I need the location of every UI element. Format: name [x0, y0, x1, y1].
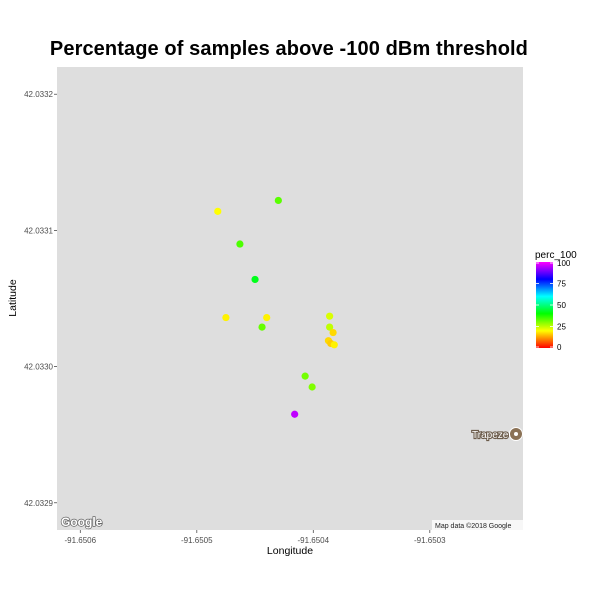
- map-attribution: Map data ©2018 Google: [435, 522, 511, 530]
- x-tick-label: -91.6506: [65, 536, 97, 545]
- attribution-box: [432, 520, 523, 530]
- place-label: Trapeze: [472, 430, 509, 441]
- legend-colorbar: [536, 262, 553, 348]
- data-point: [258, 323, 266, 331]
- x-tick-label: -91.6505: [181, 536, 213, 545]
- legend-tick-label: 25: [557, 323, 566, 332]
- y-tick-label: 42.0331: [24, 226, 53, 235]
- data-point: [291, 410, 299, 418]
- x-axis: -91.6506 -91.6505 -91.6504 -91.6503: [65, 530, 446, 545]
- data-point: [274, 196, 282, 205]
- y-tick-label: 42.0329: [24, 499, 53, 508]
- data-point: [330, 341, 338, 349]
- data-point: [222, 313, 230, 322]
- place-pin-dot: [514, 432, 518, 436]
- data-point: [326, 312, 334, 320]
- data-point: [301, 372, 309, 380]
- y-tick-label: 42.0332: [24, 90, 53, 99]
- legend-tick-label: 75: [557, 280, 566, 289]
- data-point: [236, 240, 244, 248]
- data-point: [263, 313, 271, 322]
- chart-title: Percentage of samples above -100 dBm thr…: [49, 38, 528, 60]
- data-point: [308, 383, 316, 391]
- y-axis-title: Latitude: [7, 279, 19, 317]
- y-tick-label: 42.0330: [24, 363, 53, 372]
- x-tick-label: -91.6503: [414, 536, 446, 545]
- google-logo: Google: [61, 515, 103, 529]
- color-legend: perc_100 100 75 50 25 0: [535, 250, 577, 352]
- data-point: [326, 323, 334, 331]
- data-points: [214, 196, 338, 418]
- legend-tick-label: 0: [557, 343, 562, 352]
- data-point: [214, 207, 222, 215]
- legend-title: perc_100: [535, 250, 577, 261]
- y-axis: 42.0329 42.0330 42.0331 42.0332: [24, 90, 57, 508]
- x-tick-label: -91.6504: [298, 536, 330, 545]
- data-point: [329, 328, 337, 337]
- legend-tick-label: 100: [557, 259, 571, 268]
- data-point: [251, 275, 259, 284]
- legend-tick-label: 50: [557, 301, 566, 310]
- map-panel: [57, 67, 523, 530]
- x-axis-title: Longitude: [267, 545, 313, 557]
- place-marker: Trapeze: [471, 427, 523, 442]
